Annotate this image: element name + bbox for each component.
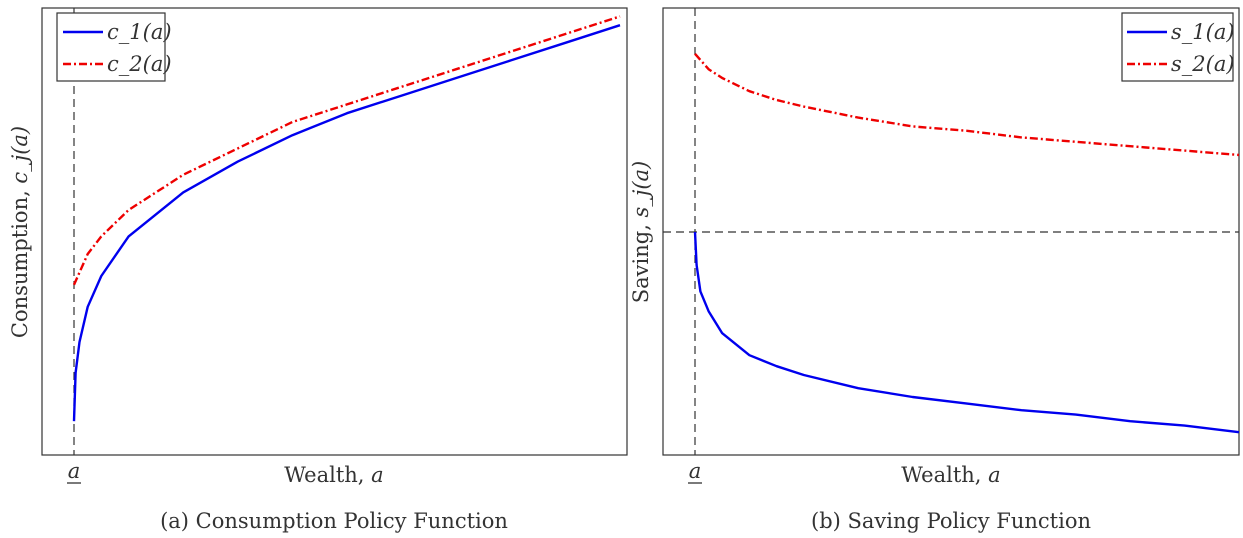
- ylabel-a: Consumption, c_j(a): [8, 126, 32, 338]
- caption-a: (a) Consumption Policy Function: [160, 509, 508, 533]
- xlabel-b: Wealth, a: [901, 463, 1000, 487]
- caption-b: (b) Saving Policy Function: [811, 509, 1091, 533]
- plot-frame-a: [41, 7, 628, 456]
- xtick-label-a: a: [68, 459, 81, 483]
- legend-box: [56, 12, 166, 82]
- xtick-label-b: a: [689, 459, 702, 483]
- legend-label-s1: s_1(a): [1171, 20, 1235, 44]
- legend-a: c_1(a) c_2(a): [56, 12, 172, 82]
- ylabel-b: Saving, s_j(a): [629, 161, 653, 304]
- series-line-c2a: [72, 15, 621, 286]
- plot-area-a: [72, 8, 621, 455]
- legend-box: [1121, 12, 1234, 82]
- legend-b: s_1(a) s_2(a): [1121, 12, 1235, 82]
- series-line-s1a: [693, 231, 1240, 434]
- legend-label-c2: c_2(a): [107, 52, 172, 76]
- plot-area-b: [663, 8, 1240, 455]
- legend-label-s2: s_2(a): [1171, 52, 1235, 76]
- xlabel-a: Wealth, a: [284, 463, 383, 487]
- panel-saving: s_1(a) s_2(a) a Wealth, a Saving, s_j(a)…: [629, 7, 1240, 533]
- legend-label-c1: c_1(a): [107, 20, 172, 44]
- panel-consumption: c_1(a) c_2(a) a Wealth, a Consumption, c…: [8, 7, 628, 533]
- series-line-s2a: [694, 53, 1240, 157]
- series-line-c1a: [72, 24, 621, 422]
